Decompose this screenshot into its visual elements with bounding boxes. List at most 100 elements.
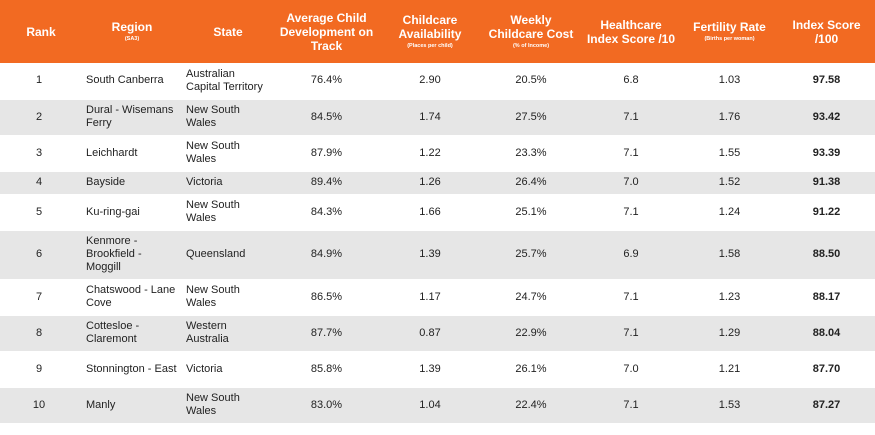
rank-cell: 4 bbox=[0, 171, 82, 194]
rank-cell: 7 bbox=[0, 279, 82, 315]
table-row: 7 Chatswood - Lane Cove New South Wales … bbox=[0, 279, 875, 315]
table-row: 5 Ku-ring-gai New South Wales 84.3% 1.66… bbox=[0, 194, 875, 230]
health-cell: 7.1 bbox=[581, 99, 681, 135]
region-cell: Ku-ring-gai bbox=[82, 194, 182, 230]
avail-cell: 1.26 bbox=[379, 171, 481, 194]
state-cell: Western Australia bbox=[182, 315, 274, 351]
fert-cell: 1.03 bbox=[681, 63, 778, 99]
header-region: Region (SA3) bbox=[82, 0, 182, 63]
fert-cell: 1.21 bbox=[681, 351, 778, 387]
region-cell: Kenmore - Brookfield - Moggill bbox=[82, 230, 182, 279]
region-cell: Dural - Wisemans Ferry bbox=[82, 99, 182, 135]
health-cell: 7.1 bbox=[581, 194, 681, 230]
cost-cell: 25.1% bbox=[481, 194, 581, 230]
state-cell: Victoria bbox=[182, 351, 274, 387]
avail-cell: 1.74 bbox=[379, 99, 481, 135]
region-cell: Manly bbox=[82, 387, 182, 423]
header-avail-sub: (Places per child) bbox=[407, 42, 453, 49]
state-cell: New South Wales bbox=[182, 135, 274, 171]
region-cell: Chatswood - Lane Cove bbox=[82, 279, 182, 315]
avail-cell: 1.22 bbox=[379, 135, 481, 171]
cost-cell: 20.5% bbox=[481, 63, 581, 99]
header-index: Index Score /100 bbox=[778, 0, 875, 63]
health-cell: 7.1 bbox=[581, 135, 681, 171]
dev-cell: 87.9% bbox=[274, 135, 379, 171]
table-row: 10 Manly New South Wales 83.0% 1.04 22.4… bbox=[0, 387, 875, 423]
fert-cell: 1.55 bbox=[681, 135, 778, 171]
ranking-table: Rank Region (SA3) State Average Child Dev… bbox=[0, 0, 875, 423]
state-cell: New South Wales bbox=[182, 279, 274, 315]
rank-cell: 9 bbox=[0, 351, 82, 387]
index-cell: 91.38 bbox=[778, 171, 875, 194]
state-cell: New South Wales bbox=[182, 387, 274, 423]
health-cell: 7.1 bbox=[581, 279, 681, 315]
rank-cell: 8 bbox=[0, 315, 82, 351]
cost-cell: 22.4% bbox=[481, 387, 581, 423]
dev-cell: 87.7% bbox=[274, 315, 379, 351]
state-cell: New South Wales bbox=[182, 194, 274, 230]
cost-cell: 23.3% bbox=[481, 135, 581, 171]
header-health: Healthcare Index Score /10 bbox=[581, 0, 681, 63]
state-cell: Australian Capital Territory bbox=[182, 63, 274, 99]
table-row: 9 Stonnington - East Victoria 85.8% 1.39… bbox=[0, 351, 875, 387]
avail-cell: 1.39 bbox=[379, 230, 481, 279]
dev-cell: 89.4% bbox=[274, 171, 379, 194]
index-cell: 93.42 bbox=[778, 99, 875, 135]
header-region-sub: (SA3) bbox=[124, 35, 140, 42]
avail-cell: 1.66 bbox=[379, 194, 481, 230]
index-cell: 88.04 bbox=[778, 315, 875, 351]
region-cell: Bayside bbox=[82, 171, 182, 194]
header-rank: Rank bbox=[0, 0, 82, 63]
fert-cell: 1.24 bbox=[681, 194, 778, 230]
table-header: Rank Region (SA3) State Average Child Dev… bbox=[0, 0, 875, 63]
header-fert-sub: (Births per woman) bbox=[704, 35, 755, 42]
rank-cell: 3 bbox=[0, 135, 82, 171]
fert-cell: 1.29 bbox=[681, 315, 778, 351]
fert-cell: 1.76 bbox=[681, 99, 778, 135]
health-cell: 7.0 bbox=[581, 171, 681, 194]
header-fert: Fertility Rate (Births per woman) bbox=[681, 0, 778, 63]
cost-cell: 24.7% bbox=[481, 279, 581, 315]
dev-cell: 86.5% bbox=[274, 279, 379, 315]
dev-cell: 84.5% bbox=[274, 99, 379, 135]
fert-cell: 1.23 bbox=[681, 279, 778, 315]
dev-cell: 85.8% bbox=[274, 351, 379, 387]
dev-cell: 76.4% bbox=[274, 63, 379, 99]
health-cell: 7.0 bbox=[581, 351, 681, 387]
avail-cell: 0.87 bbox=[379, 315, 481, 351]
rank-cell: 5 bbox=[0, 194, 82, 230]
table-body: 1 South Canberra Australian Capital Terr… bbox=[0, 63, 875, 423]
cost-cell: 27.5% bbox=[481, 99, 581, 135]
index-cell: 93.39 bbox=[778, 135, 875, 171]
dev-cell: 84.3% bbox=[274, 194, 379, 230]
table-row: 3 Leichhardt New South Wales 87.9% 1.22 … bbox=[0, 135, 875, 171]
table-row: 4 Bayside Victoria 89.4% 1.26 26.4% 7.0 … bbox=[0, 171, 875, 194]
avail-cell: 1.17 bbox=[379, 279, 481, 315]
fert-cell: 1.53 bbox=[681, 387, 778, 423]
region-cell: Leichhardt bbox=[82, 135, 182, 171]
region-cell: Cottesloe - Claremont bbox=[82, 315, 182, 351]
header-cost-sub: (% of Income) bbox=[512, 42, 550, 49]
header-cost: Weekly Childcare Cost (% of Income) bbox=[481, 0, 581, 63]
rank-cell: 10 bbox=[0, 387, 82, 423]
rank-cell: 2 bbox=[0, 99, 82, 135]
header-dev: Average Child Development on Track bbox=[274, 0, 379, 63]
health-cell: 6.8 bbox=[581, 63, 681, 99]
state-cell: Victoria bbox=[182, 171, 274, 194]
fert-cell: 1.58 bbox=[681, 230, 778, 279]
region-cell: Stonnington - East bbox=[82, 351, 182, 387]
fert-cell: 1.52 bbox=[681, 171, 778, 194]
index-cell: 88.50 bbox=[778, 230, 875, 279]
index-cell: 87.70 bbox=[778, 351, 875, 387]
cost-cell: 25.7% bbox=[481, 230, 581, 279]
cost-cell: 26.4% bbox=[481, 171, 581, 194]
dev-cell: 84.9% bbox=[274, 230, 379, 279]
index-cell: 97.58 bbox=[778, 63, 875, 99]
avail-cell: 2.90 bbox=[379, 63, 481, 99]
cost-cell: 22.9% bbox=[481, 315, 581, 351]
header-state: State bbox=[182, 0, 274, 63]
table-row: 8 Cottesloe - Claremont Western Australi… bbox=[0, 315, 875, 351]
header-avail: Childcare Availability (Places per child) bbox=[379, 0, 481, 63]
rank-cell: 6 bbox=[0, 230, 82, 279]
avail-cell: 1.39 bbox=[379, 351, 481, 387]
